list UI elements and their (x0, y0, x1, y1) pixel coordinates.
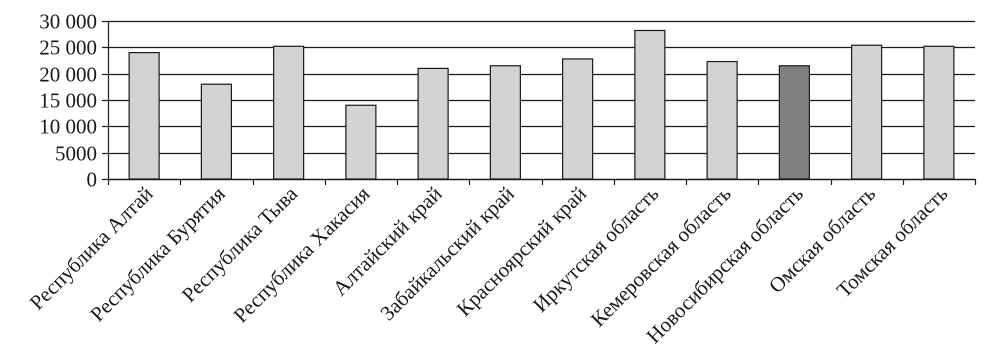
bar (851, 44, 883, 180)
bar (706, 60, 738, 180)
y-tick-label: 5000 (55, 142, 97, 166)
bar (489, 65, 521, 180)
x-category-label: Забайкальский край (375, 182, 519, 326)
bar (273, 45, 305, 180)
x-category-label: Республика Хакасия (229, 181, 375, 327)
x-category-label: Республика Бурятия (85, 181, 230, 326)
y-tick-label: 15 000 (39, 89, 97, 113)
bar (200, 83, 232, 180)
y-tick-label: 30 000 (39, 10, 97, 34)
bar (417, 67, 449, 180)
bar (562, 58, 594, 180)
y-tick-label: 20 000 (39, 63, 97, 87)
y-tick-label: 25 000 (39, 36, 97, 60)
bar (128, 51, 160, 180)
bar (634, 29, 666, 180)
bar (923, 45, 955, 180)
y-tick-label: 10 000 (39, 115, 97, 139)
x-category-label: Кемеровская область (586, 182, 736, 332)
x-category-label: Республика Алтай (25, 182, 158, 315)
y-tick-label: 0 (87, 168, 98, 192)
bar-highlighted (778, 65, 810, 180)
x-category-label: Иркутская область (528, 182, 663, 317)
bar (345, 104, 377, 180)
x-category-label: Красноярский край (452, 182, 591, 321)
